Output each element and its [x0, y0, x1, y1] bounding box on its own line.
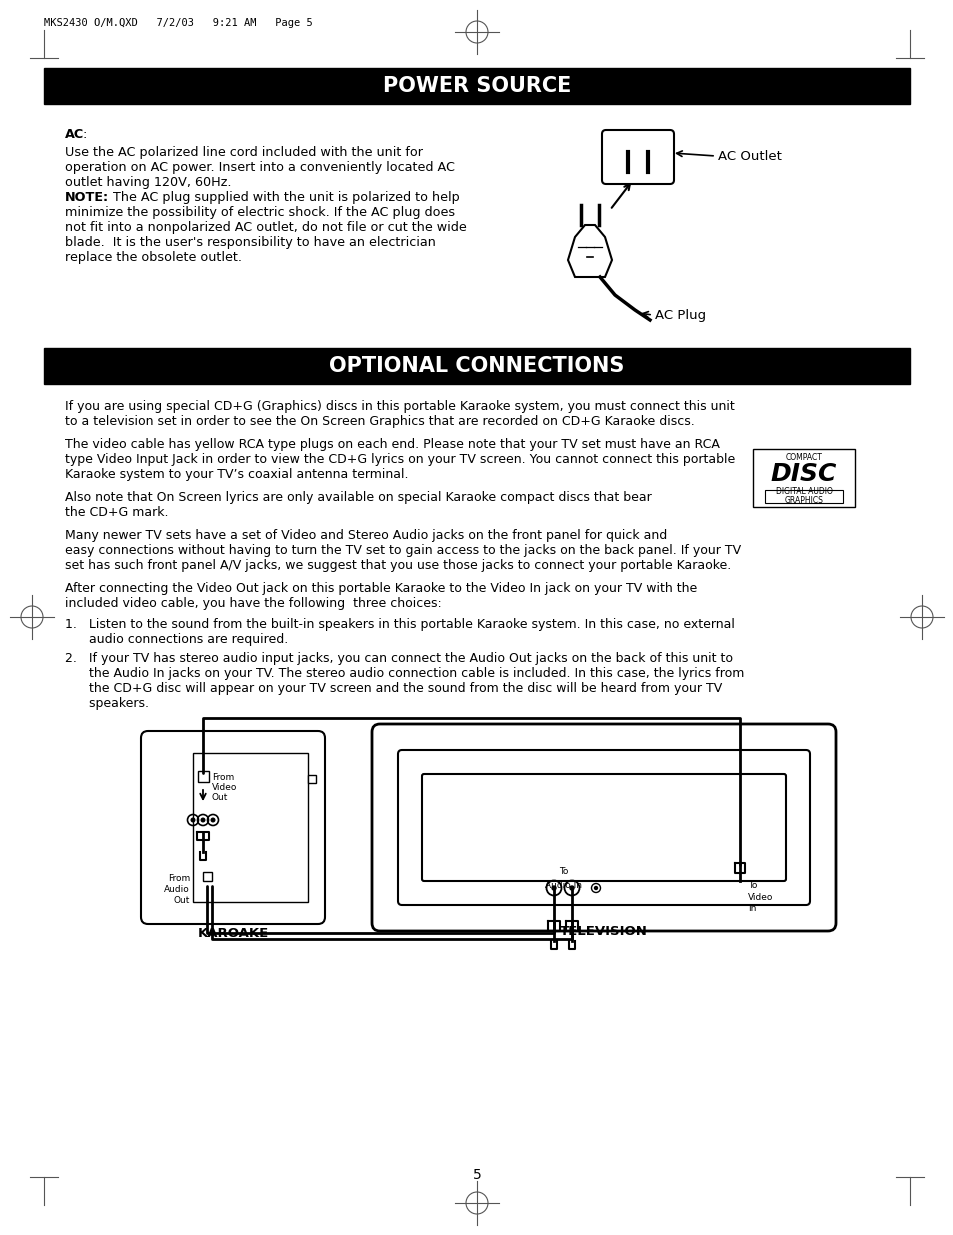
Text: If you are using special CD+G (Graphics) discs in this portable Karaoke system, : If you are using special CD+G (Graphics)… [65, 400, 734, 412]
Text: Also note that On Screen lyrics are only available on special Karaoke compact di: Also note that On Screen lyrics are only… [65, 492, 651, 504]
Text: DIGITAL AUDIO: DIGITAL AUDIO [775, 487, 832, 496]
Bar [44, 348, 909, 384]
Text: NOTE:: NOTE: [65, 191, 109, 204]
Text: speakers.: speakers. [65, 697, 149, 710]
Text: From: From [168, 874, 190, 883]
Text: 1.   Listen to the sound from the built-in speakers in this portable Karaoke sys: 1. Listen to the sound from the built-in… [65, 618, 734, 631]
Text: GRAPHICS: GRAPHICS [783, 496, 822, 505]
Text: After connecting the Video Out jack on this portable Karaoke to the Video In jac: After connecting the Video Out jack on t… [65, 582, 697, 595]
Text: To: To [747, 881, 757, 890]
Text: outlet having 120V, 60Hz.: outlet having 120V, 60Hz. [65, 177, 232, 189]
Circle shape [594, 887, 597, 889]
Bar [203, 872, 212, 881]
Text: :: : [83, 128, 88, 141]
Text: TELEVISION: TELEVISION [559, 925, 647, 939]
Text: the CD+G mark.: the CD+G mark. [65, 506, 169, 519]
Bar [198, 771, 209, 782]
Text: Video: Video [747, 893, 773, 902]
Text: From: From [212, 773, 234, 782]
FancyBboxPatch shape [601, 130, 673, 184]
Text: easy connections without having to turn the TV set to gain access to the jacks o: easy connections without having to turn … [65, 543, 740, 557]
Text: the Audio In jacks on your TV. The stereo audio connection cable is included. In: the Audio In jacks on your TV. The stere… [65, 667, 743, 680]
Text: DISC: DISC [770, 462, 837, 487]
Text: COMPACT: COMPACT [784, 453, 821, 462]
Text: Video: Video [212, 783, 237, 792]
Circle shape [211, 819, 214, 821]
Text: replace the obsolete outlet.: replace the obsolete outlet. [65, 251, 242, 264]
Text: included video cable, you have the following  three choices:: included video cable, you have the follo… [65, 597, 441, 610]
FancyBboxPatch shape [421, 774, 785, 881]
Text: POWER SOURCE: POWER SOURCE [382, 77, 571, 96]
Text: operation on AC power. Insert into a conveniently located AC: operation on AC power. Insert into a con… [65, 161, 455, 174]
Text: AC Plug: AC Plug [655, 309, 705, 321]
Text: AC: AC [65, 128, 84, 141]
Circle shape [191, 819, 194, 821]
Text: Many newer TV sets have a set of Video and Stereo Audio jacks on the front panel: Many newer TV sets have a set of Video a… [65, 529, 666, 542]
Text: to a television set in order to see the On Screen Graphics that are recorded on : to a television set in order to see the … [65, 415, 694, 429]
Bar [44, 68, 909, 104]
FancyBboxPatch shape [397, 750, 809, 905]
Circle shape [569, 885, 574, 890]
Bar [764, 490, 842, 503]
Text: set has such front panel A/V jacks, we suggest that you use those jacks to conne: set has such front panel A/V jacks, we s… [65, 559, 731, 572]
Bar [193, 753, 308, 902]
Circle shape [552, 885, 556, 890]
Text: Audio In: Audio In [545, 881, 582, 890]
Text: Out: Out [212, 793, 228, 802]
Text: not fit into a nonpolarized AC outlet, do not file or cut the wide: not fit into a nonpolarized AC outlet, d… [65, 221, 466, 233]
Text: 5: 5 [472, 1168, 481, 1182]
Text: In: In [747, 904, 756, 913]
Text: OPTIONAL CONNECTIONS: OPTIONAL CONNECTIONS [329, 356, 624, 375]
Text: minimize the possibility of electric shock. If the AC plug does: minimize the possibility of electric sho… [65, 206, 455, 219]
Text: blade.  It is the user's responsibility to have an electrician: blade. It is the user's responsibility t… [65, 236, 436, 249]
Text: AC Outlet: AC Outlet [718, 149, 781, 163]
Text: Out: Out [173, 897, 190, 905]
Text: audio connections are required.: audio connections are required. [65, 634, 288, 646]
Text: The AC plug supplied with the unit is polarized to help: The AC plug supplied with the unit is po… [112, 191, 459, 204]
Text: MKS2430 O/M.QXD   7/2/03   9:21 AM   Page 5: MKS2430 O/M.QXD 7/2/03 9:21 AM Page 5 [44, 19, 313, 28]
Text: Use the AC polarized line cord included with the unit for: Use the AC polarized line cord included … [65, 146, 422, 159]
Text: the CD+G disc will appear on your TV screen and the sound from the disc will be : the CD+G disc will appear on your TV scr… [65, 682, 721, 695]
Text: The video cable has yellow RCA type plugs on each end. Please note that your TV : The video cable has yellow RCA type plug… [65, 438, 720, 451]
Text: 2.   If your TV has stereo audio input jacks, you can connect the Audio Out jack: 2. If your TV has stereo audio input jac… [65, 652, 732, 664]
Text: KAROAKE: KAROAKE [197, 927, 269, 940]
Text: To: To [558, 867, 568, 876]
FancyBboxPatch shape [372, 724, 835, 931]
Text: Karaoke system to your TV’s coaxial antenna terminal.: Karaoke system to your TV’s coaxial ante… [65, 468, 408, 480]
FancyBboxPatch shape [141, 731, 325, 924]
Bar [308, 776, 315, 783]
Text: type Video Input Jack in order to view the CD+G lyrics on your TV screen. You ca: type Video Input Jack in order to view t… [65, 453, 735, 466]
Circle shape [201, 819, 205, 821]
Text: Audio: Audio [164, 885, 190, 894]
Bar [752, 450, 854, 508]
